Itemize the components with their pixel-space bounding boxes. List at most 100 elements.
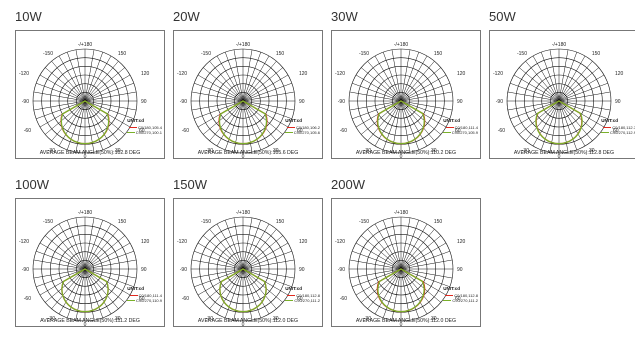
polar-spoke: [558, 74, 605, 102]
beam-angle-caption: AVERAGE BEAM ANGLE(50%):110.2 DEG: [355, 150, 457, 156]
polar-angle-label: 0: [84, 322, 87, 326]
legend-text: C90/270,105.6: [293, 130, 320, 135]
polar-chart-card: -/+180 -150 150 -120 120 -90 90 -60 60 -30 30 0 UNIT…: [173, 198, 323, 327]
polar-angle-label: 90: [141, 99, 147, 105]
polar-spoke: [355, 74, 402, 102]
polar-spoke: [400, 100, 453, 111]
legend-entry: C90/270,112.9: [601, 130, 635, 135]
polar-spoke: [84, 100, 112, 147]
polar-angle-label: -/+180: [78, 42, 93, 48]
polar-spoke: [367, 61, 402, 102]
polar-spoke: [203, 100, 244, 135]
c90-270-curve: [219, 268, 267, 313]
polar-spoke: [355, 242, 402, 270]
polar-spoke: [39, 74, 86, 102]
c90-270-curve: [377, 100, 425, 145]
legend-text: C0/180,105.4: [137, 125, 162, 130]
legend-swatch: [284, 132, 293, 134]
polar-angle-label: 0: [242, 154, 245, 158]
polar-spoke: [391, 217, 402, 270]
polar-spoke: [51, 229, 86, 270]
polar-spoke: [197, 74, 244, 102]
polar-candela-diagram: -/+180 -150 150 -120 120 -90 90 -60 60 -30 30 0: [177, 210, 308, 326]
polar-spoke: [58, 268, 86, 315]
beam-angle-caption: AVERAGE BEAM ANGLE(50%):102.8 DEG: [39, 150, 141, 156]
beam-angle-caption: AVERAGE BEAM ANGLE(50%):105.6 DEG: [197, 150, 299, 156]
polar-spoke: [400, 100, 441, 135]
polar-spoke: [75, 49, 86, 102]
polar-spoke: [216, 100, 244, 147]
polar-spoke: [242, 229, 277, 270]
polar-angle-label: 30: [431, 148, 437, 154]
polar-chart-card: -/+180 -150 150 -120 120 -90 90 -60 60 -30 30 0 UNIT…: [331, 198, 481, 327]
polar-spoke: [400, 259, 453, 270]
legend-text: C0/180,112.8: [296, 293, 320, 298]
polar-spoke: [242, 61, 277, 102]
polar-angle-label: 90: [299, 99, 305, 105]
polar-angle-label: 0: [400, 322, 403, 326]
polar-chart-panel: 50W -/+180 -150 150 -120 120 -90 90 -60 60 -30 30 0 U…: [489, 10, 635, 160]
polar-spoke: [242, 67, 283, 102]
legend-swatch: [285, 300, 294, 302]
legend-entry: C0/180,111.4: [445, 125, 478, 130]
beam-angle-caption: AVERAGE BEAM ANGLE(50%):112.0 DEG: [355, 318, 457, 324]
polar-angle-label: 120: [141, 71, 150, 77]
polar-spoke: [191, 259, 244, 270]
polar-spoke: [84, 229, 119, 270]
unit-label: UNIT:cd: [601, 118, 618, 123]
polar-spoke: [66, 100, 86, 150]
wattage-title: 10W: [15, 9, 42, 24]
polar-angle-label: -120: [177, 239, 187, 245]
polar-spoke: [84, 67, 125, 102]
polar-angle-label: 120: [141, 239, 150, 245]
polar-angle-label: 0: [558, 154, 561, 158]
polar-angle-label: -150: [359, 51, 369, 57]
polar-chart-panel: 30W -/+180 -150 150 -120 120 -90 90 -60 60 -30 30 0 U…: [331, 10, 481, 160]
legend-swatch: [603, 127, 612, 129]
polar-spoke: [382, 220, 402, 270]
polar-spoke: [352, 250, 402, 270]
polar-candela-diagram: -/+180 -150 150 -120 120 -90 90 -60 60 -30 30 0: [493, 42, 624, 158]
polar-spoke: [352, 82, 402, 102]
polar-spoke: [36, 100, 86, 120]
unit-label: UNIT:cd: [127, 118, 144, 123]
legend-entry: C0/180,112.8: [445, 293, 478, 298]
polar-spoke: [45, 100, 86, 135]
polar-spoke: [242, 268, 283, 303]
polar-spoke: [233, 100, 244, 153]
polar-spoke: [400, 223, 428, 270]
polar-angle-label: -30: [206, 148, 213, 154]
polar-chart-card: -/+180 -150 150 -120 120 -90 90 -60 60 -30 30 0 UNIT…: [15, 198, 165, 327]
polar-angle-label: -120: [19, 239, 29, 245]
polar-candela-diagram: -/+180 -150 150 -120 120 -90 90 -60 60 -30 30 0: [19, 210, 150, 326]
polar-spoke: [540, 52, 560, 102]
polar-spoke: [400, 55, 428, 102]
legend-entry: C0/180,111.4: [129, 293, 162, 298]
polar-spoke: [224, 268, 244, 318]
polar-angle-label: -/+180: [78, 210, 93, 216]
polar-angle-label: -30: [206, 316, 213, 322]
polar-spoke: [84, 100, 119, 141]
polar-angle-label: -60: [340, 128, 347, 134]
polar-angle-label: -90: [180, 99, 187, 105]
polar-spoke: [224, 100, 244, 150]
legend-text: C0/180,112.8: [454, 293, 478, 298]
legend-entry: C90/270,111.2: [285, 298, 320, 303]
wattage-title: 100W: [15, 177, 49, 192]
polar-spoke: [242, 55, 270, 102]
polar-spoke: [374, 55, 402, 102]
polar-angle-label: 90: [615, 99, 621, 105]
polar-chart-card: -/+180 -150 150 -120 120 -90 90 -60 60 -30 30 0 UNIT…: [331, 30, 481, 159]
polar-spoke: [242, 220, 262, 270]
polar-spoke: [374, 223, 402, 270]
polar-spoke: [361, 268, 402, 303]
polar-angle-label: 120: [457, 239, 466, 245]
wattage-title: 50W: [489, 9, 516, 24]
legend-entry: C0/180,112.7: [603, 125, 635, 130]
polar-spoke: [519, 100, 560, 135]
polar-angle-label: -150: [43, 51, 53, 57]
polar-spoke: [84, 100, 125, 135]
unit-label: UNIT:cd: [285, 286, 302, 291]
polar-angle-label: -150: [201, 51, 211, 57]
polar-spoke: [84, 100, 95, 153]
